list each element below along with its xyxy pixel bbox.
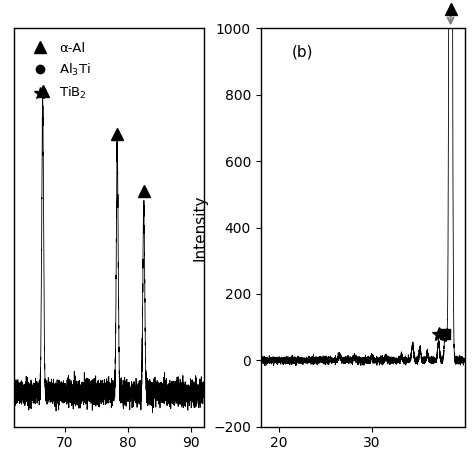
Legend: α-Al, Al$_3$Ti, TiB$_2$: α-Al, Al$_3$Ti, TiB$_2$: [25, 39, 93, 104]
Text: (b): (b): [291, 44, 313, 59]
Y-axis label: Intensity: Intensity: [192, 194, 208, 261]
